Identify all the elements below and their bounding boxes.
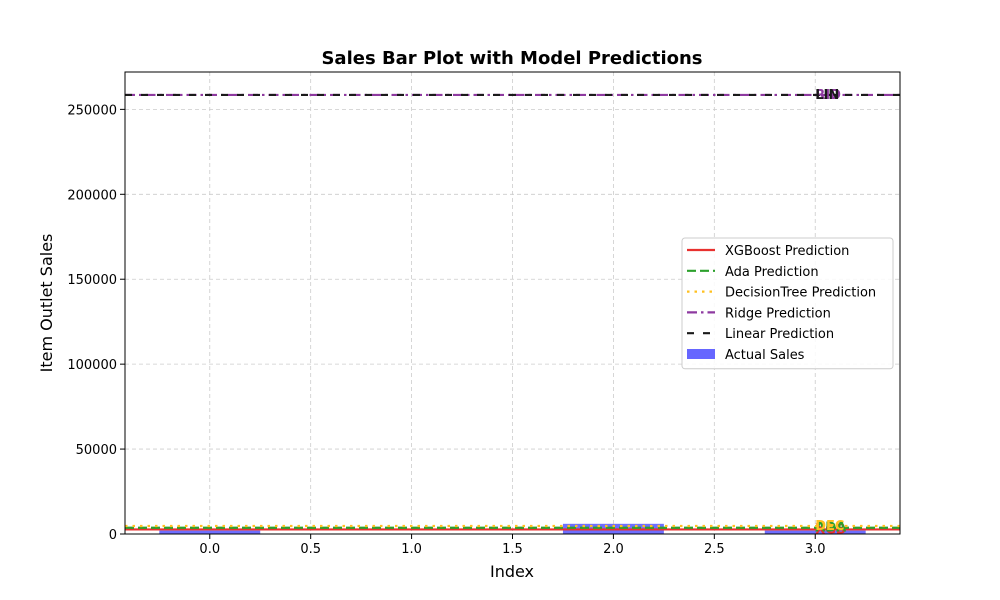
bar-actual-sales-2 <box>764 530 866 534</box>
y-tick-label: 0 <box>109 528 117 543</box>
legend-entry-lin: Linear Prediction <box>725 327 834 342</box>
x-tick-label: 0.5 <box>300 542 321 557</box>
x-tick-label: 3.0 <box>805 542 826 557</box>
prediction-label-ada: ADA <box>815 521 846 536</box>
prediction-label-dec: DEC <box>815 519 844 534</box>
x-tick-label: 1.0 <box>401 542 422 557</box>
y-axis-ticks: 0 50000 100000 150000 200000 250000 <box>67 103 125 543</box>
legend-entry-rid: Ridge Prediction <box>725 306 831 321</box>
x-tick-label: 2.0 <box>603 542 624 557</box>
y-tick-label: 250000 <box>67 103 117 118</box>
x-tick-label: 0.0 <box>199 542 220 557</box>
legend-entry-actual-sales: Actual Sales <box>725 348 805 363</box>
legend-entry-dec: DecisionTree Prediction <box>725 286 876 301</box>
legend-entry-ada: Ada Prediction <box>725 265 819 280</box>
prediction-label-lin: LIN <box>815 88 839 103</box>
y-tick-label: 100000 <box>67 358 117 373</box>
y-tick-label: 150000 <box>67 273 117 288</box>
x-axis-title: Index <box>490 562 534 581</box>
x-axis-ticks: 0.0 0.5 1.0 1.5 2.0 2.5 3.0 <box>199 534 826 557</box>
prediction-lines <box>125 93 900 531</box>
y-tick-label: 50000 <box>76 443 117 458</box>
y-tick-label: 200000 <box>67 188 117 203</box>
prediction-label-rid: RID <box>815 88 841 103</box>
legend-entry-xgb: XGBoost Prediction <box>725 244 849 259</box>
bar-actual-sales-0 <box>159 530 261 534</box>
legend: XGBoost Prediction Ada Prediction Decision… <box>681 237 894 370</box>
x-tick-label: 1.5 <box>502 542 523 557</box>
legend-swatch-actual-sales <box>687 349 715 359</box>
legend-box <box>681 237 894 370</box>
y-axis-title: Item Outlet Sales <box>37 234 56 373</box>
x-tick-label: 2.5 <box>704 542 725 557</box>
chart-title: Sales Bar Plot with Model Predictions <box>321 48 702 69</box>
